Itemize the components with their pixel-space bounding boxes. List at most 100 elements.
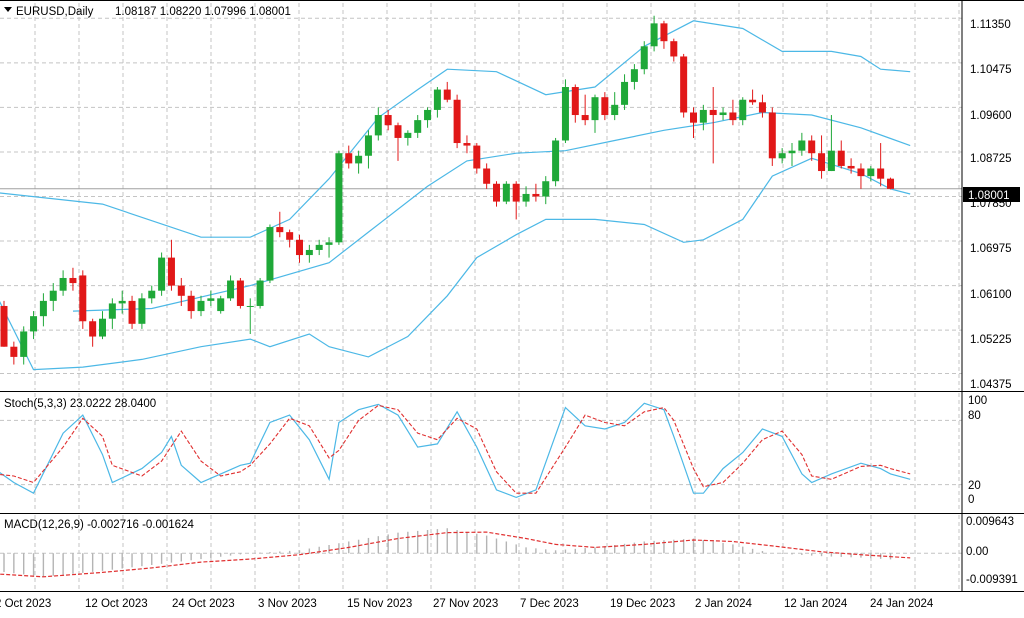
candle-body bbox=[167, 257, 175, 286]
candle-body bbox=[670, 41, 678, 57]
candle-body bbox=[808, 140, 816, 154]
candle-body bbox=[433, 89, 441, 110]
candle-body bbox=[768, 112, 776, 159]
candle-body bbox=[296, 239, 303, 256]
bollinger-bands bbox=[0, 20, 911, 371]
band-upper bbox=[0, 20, 911, 238]
candle-body bbox=[512, 183, 520, 202]
candle-body bbox=[335, 153, 343, 243]
macd-indicator bbox=[0, 528, 911, 578]
date-label: 24 Jan 2024 bbox=[870, 598, 934, 610]
stoch-level-label: 80 bbox=[968, 410, 981, 422]
candle-body bbox=[493, 183, 500, 202]
candle-body bbox=[177, 285, 185, 296]
candle-body bbox=[355, 155, 363, 164]
candle-body bbox=[315, 244, 323, 250]
triangle-down-icon[interactable] bbox=[4, 7, 12, 12]
price-label: 1.06100 bbox=[970, 289, 1012, 301]
macd-signal-line bbox=[0, 531, 911, 578]
candle-body bbox=[680, 56, 688, 113]
candle-body bbox=[522, 193, 530, 202]
candle-body bbox=[207, 298, 215, 301]
candle-body bbox=[640, 46, 648, 70]
candle-body bbox=[236, 280, 244, 306]
stoch-panel-labels: Stoch(5,3,3) 23.0222 28.0400 100 80 20 0 bbox=[4, 395, 987, 506]
candle-body bbox=[483, 168, 491, 184]
candle-body bbox=[611, 104, 619, 116]
macd-title: MACD(12,26,9) -0.002716 -0.001624 bbox=[4, 519, 194, 531]
candle-body bbox=[394, 125, 402, 138]
candle-body bbox=[276, 227, 284, 233]
candle-body bbox=[345, 153, 353, 164]
candle-body bbox=[571, 87, 579, 116]
candle-body bbox=[148, 290, 156, 299]
candle-body bbox=[99, 318, 106, 337]
macd-level-label: 0.00 bbox=[966, 546, 988, 558]
candle-body bbox=[542, 181, 550, 197]
candle-body bbox=[729, 112, 737, 121]
candle-body bbox=[798, 140, 806, 151]
candle-body bbox=[887, 178, 894, 189]
candle-body bbox=[374, 115, 382, 136]
candle-body bbox=[591, 97, 599, 121]
candle-body bbox=[305, 249, 313, 256]
date-label: 3 Nov 2023 bbox=[258, 598, 317, 610]
band-middle bbox=[72, 111, 911, 312]
date-label: 19 Dec 2023 bbox=[610, 598, 675, 610]
price-label: 1.06975 bbox=[970, 243, 1012, 255]
candle-body bbox=[877, 168, 885, 179]
date-label: 12 Jan 2024 bbox=[784, 598, 848, 610]
candle-body bbox=[621, 81, 629, 105]
candle-body bbox=[217, 298, 225, 312]
date-label: 15 Nov 2023 bbox=[347, 598, 412, 610]
candle-body bbox=[561, 87, 569, 141]
candle-body bbox=[49, 290, 57, 301]
symbol-label: EURUSD,Daily bbox=[16, 6, 94, 18]
candle-body bbox=[424, 109, 432, 121]
price-axis: 1.11350 1.10475 1.09600 1.08725 1.07850 … bbox=[963, 19, 1020, 391]
candle-body bbox=[719, 112, 727, 116]
candle-body bbox=[699, 109, 707, 123]
candle-body bbox=[325, 242, 333, 245]
chart-header: EURUSD,Daily 1.08187 1.08220 1.07996 1.0… bbox=[4, 6, 291, 18]
candle-body bbox=[601, 97, 609, 116]
macd-level-label: -0.009391 bbox=[966, 574, 1018, 586]
candle-body bbox=[128, 300, 136, 324]
candle-body bbox=[709, 109, 717, 116]
price-label: 1.09600 bbox=[970, 110, 1012, 122]
date-label: 7 Dec 2023 bbox=[520, 598, 579, 610]
candle-body bbox=[749, 99, 757, 103]
candle-body bbox=[867, 168, 875, 177]
candlesticks bbox=[0, 15, 894, 365]
candle-body bbox=[552, 140, 560, 182]
stoch-level-label: 20 bbox=[968, 480, 981, 492]
candle-body bbox=[364, 135, 372, 156]
candle-body bbox=[532, 193, 540, 197]
candle-body bbox=[650, 23, 658, 47]
candle-body bbox=[788, 150, 796, 154]
candle-body bbox=[581, 115, 589, 121]
candle-body bbox=[158, 257, 166, 291]
candle-body bbox=[246, 305, 254, 307]
grid bbox=[0, 3, 962, 590]
candle-body bbox=[108, 303, 116, 319]
candle-body bbox=[463, 143, 471, 146]
candle-body bbox=[79, 275, 87, 322]
candle-body bbox=[30, 316, 38, 332]
date-label: 2 Oct 2023 bbox=[0, 598, 51, 610]
ohlc-values: 1.08187 1.08220 1.07996 1.08001 bbox=[115, 6, 291, 18]
candle-body bbox=[39, 300, 47, 317]
candle-body bbox=[847, 165, 855, 169]
stoch-signal-line bbox=[0, 404, 911, 494]
date-label: 24 Oct 2023 bbox=[172, 598, 235, 610]
candle-body bbox=[630, 69, 638, 82]
candle-body bbox=[118, 300, 126, 304]
price-label: 1.10475 bbox=[970, 64, 1012, 76]
stoch-title: Stoch(5,3,3) 23.0222 28.0400 bbox=[4, 398, 156, 410]
date-label: 12 Oct 2023 bbox=[85, 598, 148, 610]
candle-body bbox=[89, 321, 97, 337]
candle-body bbox=[404, 132, 412, 138]
candle-body bbox=[758, 102, 766, 113]
stoch-main-line bbox=[0, 402, 911, 499]
